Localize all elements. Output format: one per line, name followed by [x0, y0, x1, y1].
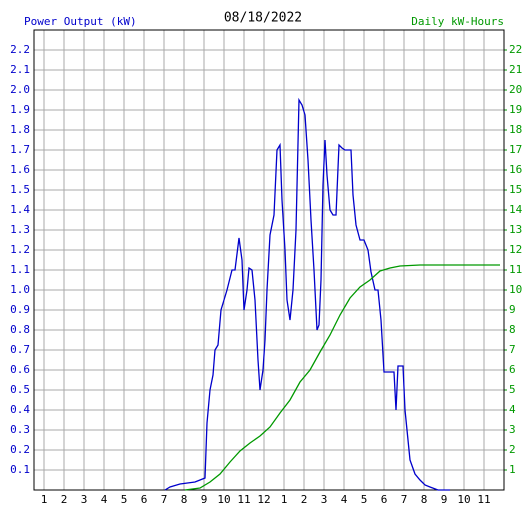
- y2-tick-label: 4: [509, 403, 516, 416]
- y2-tick-label: 6: [509, 363, 516, 376]
- y-tick-label: 1.2: [10, 243, 30, 256]
- y-tick-label: 1.7: [10, 143, 30, 156]
- x-tick-label: 11: [237, 493, 250, 506]
- y-tick-label: 1.4: [10, 203, 30, 216]
- x-tick-label: 7: [161, 493, 168, 506]
- y2-tick-label: 7: [509, 343, 516, 356]
- y2-tick-label: 21: [509, 63, 522, 76]
- y2-tick-label: 19: [509, 103, 522, 116]
- y-tick-label: 1.0: [10, 283, 30, 296]
- x-tick-label: 3: [321, 493, 328, 506]
- y2-tick-label: 18: [509, 123, 522, 136]
- x-tick-label: 11: [477, 493, 490, 506]
- x-tick-label: 2: [301, 493, 308, 506]
- y2-tick-label: 10: [509, 283, 522, 296]
- y-tick-label: 2.2: [10, 43, 30, 56]
- y-tick-label: 1.3: [10, 223, 30, 236]
- y2-tick-label: 20: [509, 83, 522, 96]
- y-tick-label: 0.5: [10, 383, 30, 396]
- y-tick-label: 0.4: [10, 403, 30, 416]
- x-tick-label: 6: [141, 493, 148, 506]
- x-tick-label: 8: [421, 493, 428, 506]
- x-tick-label: 8: [181, 493, 188, 506]
- y2-tick-label: 13: [509, 223, 522, 236]
- x-tick-label: 5: [121, 493, 128, 506]
- plot-frame: [33, 29, 505, 491]
- y-axis-title: Power Output (kW): [24, 15, 137, 28]
- data-line: [164, 97, 450, 491]
- x-tick-label: 1: [281, 493, 288, 506]
- x-tick-label: 1: [41, 493, 48, 506]
- x-tick-label: 7: [401, 493, 408, 506]
- x-tick-label: 9: [201, 493, 208, 506]
- y2-tick-label: 8: [509, 323, 516, 336]
- y2-tick-label: 16: [509, 163, 522, 176]
- x-tick-label: 3: [81, 493, 88, 506]
- y-tick-label: 2.0: [10, 83, 30, 96]
- y2-tick-label: 15: [509, 183, 522, 196]
- y2-tick-label: 9: [509, 303, 516, 316]
- x-tick-label: 10: [217, 493, 230, 506]
- y-tick-label: 2.1: [10, 63, 30, 76]
- y-tick-label: 0.1: [10, 463, 30, 476]
- y-tick-label: 1.6: [10, 163, 30, 176]
- y-tick-label: 1.1: [10, 263, 30, 276]
- y-tick-label: 0.9: [10, 303, 30, 316]
- x-tick-label: 12: [257, 493, 270, 506]
- y2-tick-label: 17: [509, 143, 522, 156]
- x-tick-label: 5: [361, 493, 368, 506]
- x-tick-label: 6: [381, 493, 388, 506]
- y-tick-label: 1.9: [10, 103, 30, 116]
- y-tick-label: 0.6: [10, 363, 30, 376]
- y-tick-label: 1.8: [10, 123, 30, 136]
- y2-tick-label: 22: [509, 43, 522, 56]
- y2-tick-label: 14: [509, 203, 523, 216]
- x-tick-label: 4: [101, 493, 108, 506]
- y2-axis-title: Daily kW-Hours: [411, 15, 504, 28]
- y-tick-label: 1.5: [10, 183, 30, 196]
- x-tick-label: 10: [457, 493, 470, 506]
- y-tick-label: 0.8: [10, 323, 30, 336]
- y2-tick-label: 3: [509, 423, 516, 436]
- y2-tick-label: 5: [509, 383, 516, 396]
- data-line: [184, 264, 500, 491]
- y-tick-label: 0.7: [10, 343, 30, 356]
- y-tick-label: 0.3: [10, 423, 30, 436]
- y2-tick-label: 2: [509, 443, 516, 456]
- y2-tick-label: 12: [509, 243, 522, 256]
- y2-tick-label: 1: [509, 463, 516, 476]
- x-tick-label: 9: [441, 493, 448, 506]
- x-tick-label: 4: [341, 493, 348, 506]
- y-tick-label: 0.2: [10, 443, 30, 456]
- chart-title: 08/18/2022: [224, 11, 302, 26]
- y2-tick-label: 11: [509, 263, 522, 276]
- x-tick-label: 2: [61, 493, 68, 506]
